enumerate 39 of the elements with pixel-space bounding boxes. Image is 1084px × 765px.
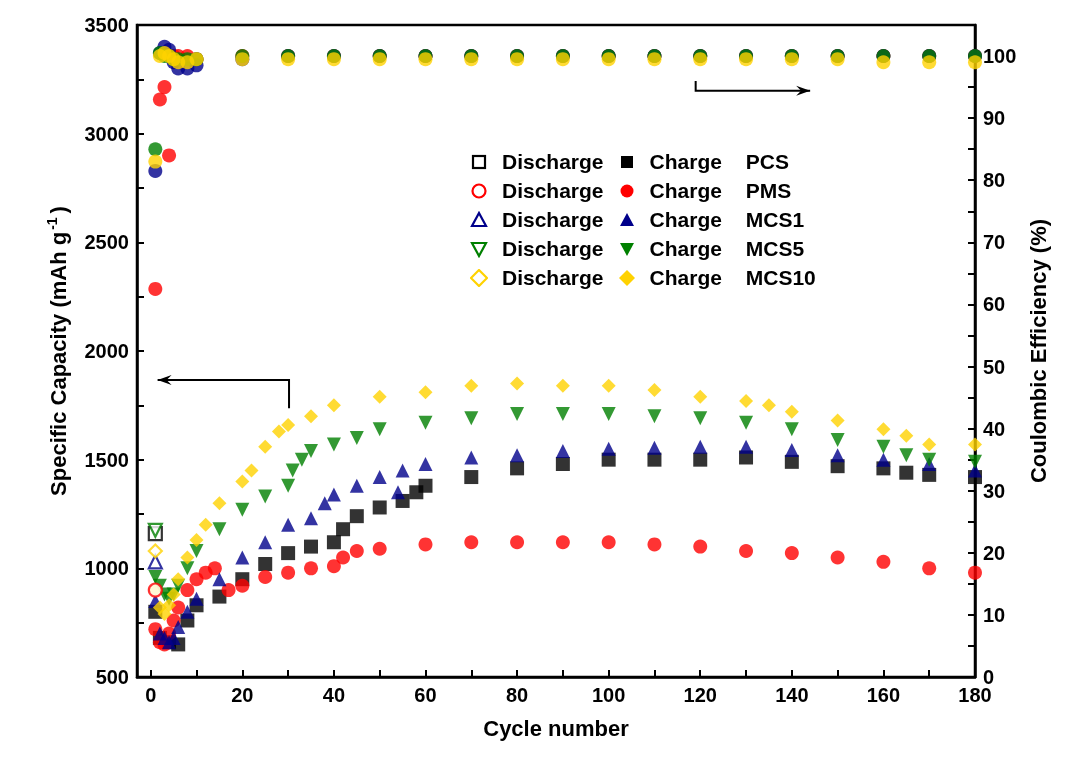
x-tick-label: 120 (683, 684, 717, 706)
x-tick-label: 80 (505, 684, 529, 706)
y2-tick-label: 50 (983, 355, 1006, 378)
y2-tick-label: 30 (983, 479, 1006, 502)
x-tick-label: 160 (866, 684, 901, 706)
y-tick-label: 1000 (84, 557, 129, 580)
legend-label: Discharge (502, 266, 604, 290)
y2-axis-title: Coulombic Efficiency (%) (1025, 218, 1051, 484)
y-tick-label: 2000 (84, 340, 129, 362)
y-tick-label: 500 (95, 666, 129, 688)
y2-tick-label: 40 (983, 417, 1006, 440)
y2-tick-label: 100 (983, 45, 1017, 68)
y2-tick-label: 10 (983, 603, 1006, 626)
y2-tick-label: 20 (983, 541, 1006, 564)
legend-label: Discharge (502, 237, 604, 261)
legend-label: Charge PCS (649, 150, 790, 174)
legend-label: Charge MCS5 (649, 237, 806, 261)
y2-tick-label: 80 (983, 169, 1006, 192)
y2-tick-label: 70 (983, 231, 1006, 254)
legend-label: Discharge (502, 179, 604, 203)
y2-tick-label: 60 (983, 293, 1006, 316)
y2-tick-label: 90 (983, 107, 1006, 130)
legend-label: Charge MCS10 (649, 266, 816, 290)
y-axis-title: Specific Capacity (mAh g-1) (44, 206, 71, 496)
legend-label: Discharge (502, 150, 604, 174)
legend-label: Discharge (502, 208, 604, 232)
x-tick-label: 0 (145, 684, 157, 706)
x-tick-label: 100 (591, 684, 626, 706)
y-tick-label: 2500 (84, 231, 129, 254)
y-tick-label: 3000 (84, 122, 129, 145)
x-tick-label: 60 (414, 684, 437, 706)
legend-label: Charge PMS (649, 179, 793, 203)
y-tick-label: 3500 (84, 14, 129, 36)
x-axis-title: Cycle number (483, 715, 630, 741)
y-tick-label: 1500 (84, 448, 129, 471)
x-tick-label: 20 (231, 684, 254, 706)
x-tick-label: 140 (775, 684, 809, 706)
x-tick-label: 40 (322, 684, 346, 706)
legend-label: Charge MCS1 (649, 208, 806, 232)
